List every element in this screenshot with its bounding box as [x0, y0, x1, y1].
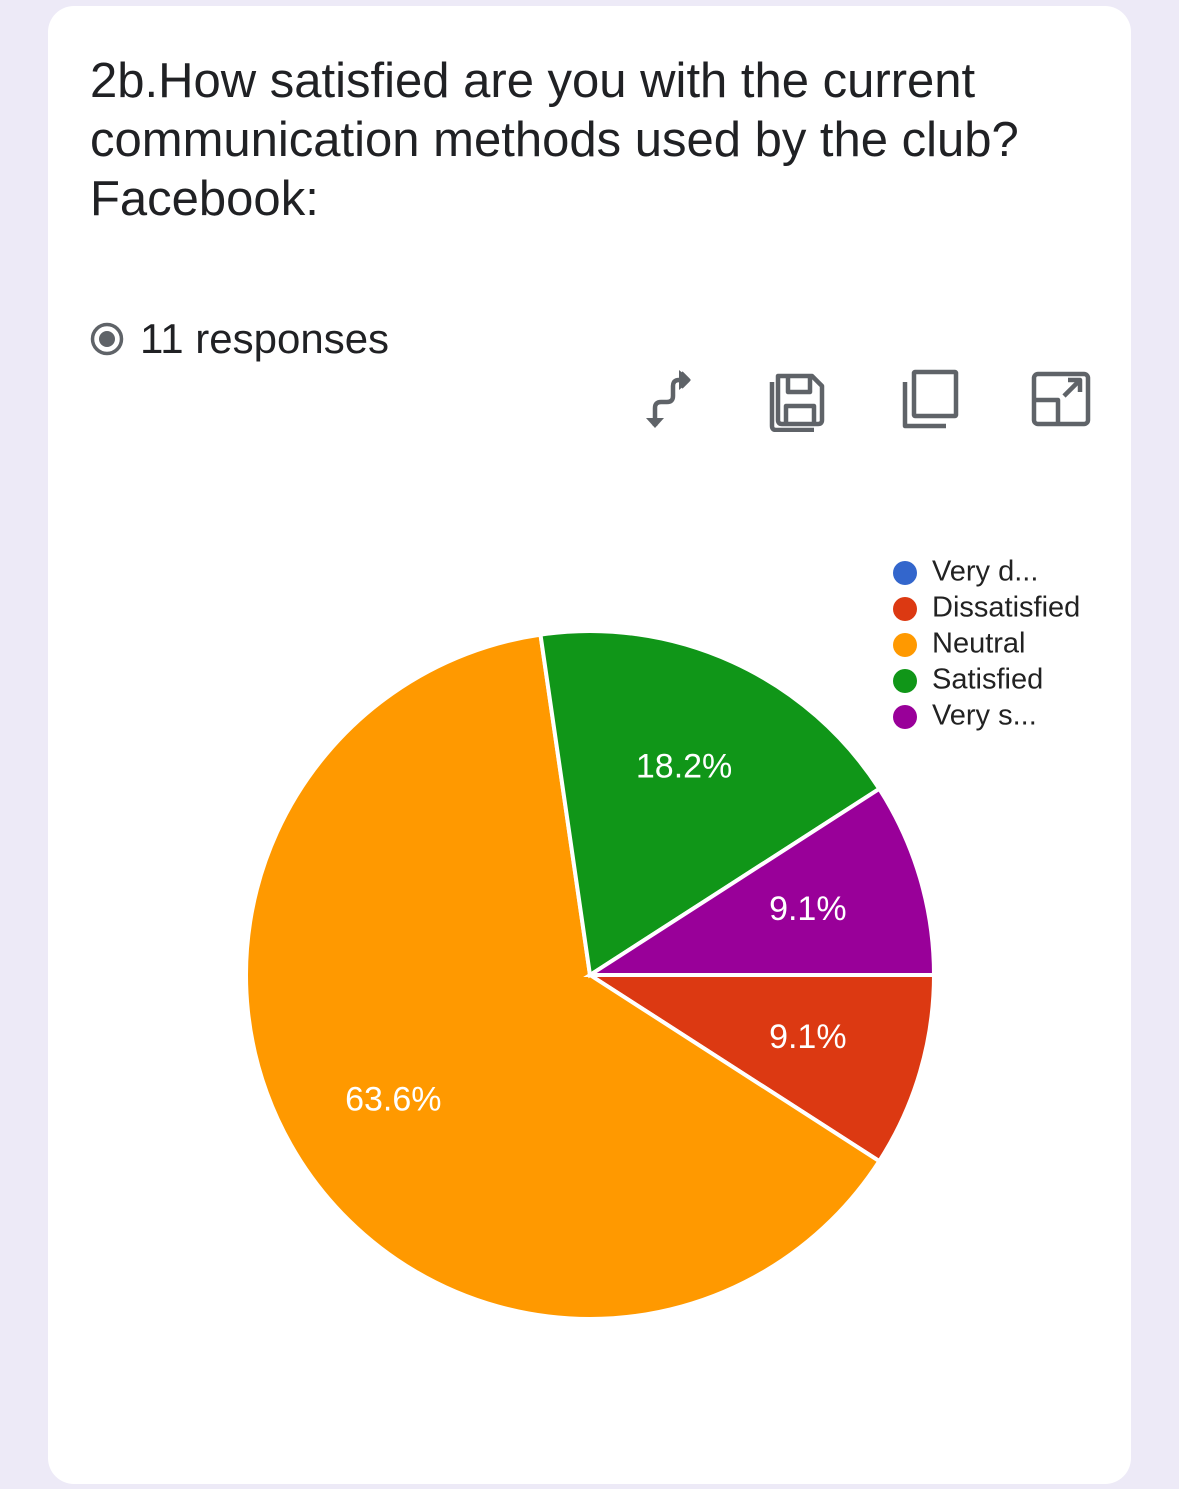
- swap-vert-icon: [646, 370, 691, 428]
- slice-label: 9.1%: [769, 890, 847, 928]
- radio-indicator-icon: [90, 322, 124, 356]
- legend-swatch: [893, 633, 917, 657]
- pie-chart: 9.1% 63.6% 18.2% 9.1% Very d... Dissatisfied N…: [244, 556, 1080, 1321]
- expand-button[interactable]: [1026, 362, 1096, 436]
- slice-label: 63.6%: [345, 1081, 441, 1119]
- pie-slice-dissatisfied[interactable]: [583, 973, 937, 1164]
- pie-slice-very-s[interactable]: [583, 786, 937, 977]
- legend-swatch: [893, 561, 917, 585]
- expand-icon: [1031, 371, 1091, 427]
- legend-swatch: [893, 705, 917, 729]
- legend-label: Neutral: [932, 628, 1026, 660]
- response-count: 11 responses: [90, 311, 389, 367]
- copy-icon: [902, 369, 959, 429]
- pie-slice-neutral[interactable]: [244, 632, 883, 1321]
- legend-label: Very s...: [932, 700, 1037, 732]
- legend-swatch: [893, 669, 917, 693]
- slice-label: 18.2%: [636, 747, 732, 785]
- swap-vert-button[interactable]: [630, 362, 700, 436]
- response-count-label: 11 responses: [140, 315, 390, 362]
- save-button[interactable]: [762, 362, 832, 436]
- legend-item: Very d...: [893, 556, 1038, 588]
- legend-item: Satisfied: [893, 664, 1043, 696]
- save-icon: [769, 373, 825, 432]
- legend-item: Neutral: [893, 628, 1026, 660]
- legend-label: Very d...: [932, 556, 1038, 588]
- copy-button[interactable]: [894, 362, 964, 436]
- chart-area: 9.1% 63.6% 18.2% 9.1% Very d... Dissatisfied N…: [48, 6, 1131, 1484]
- question-card: 2b.How satisfied are you with the curren…: [48, 6, 1131, 1484]
- pie-slice-satisfied[interactable]: [538, 629, 883, 979]
- legend-label: Dissatisfied: [932, 592, 1080, 624]
- slice-label: 9.1%: [769, 1018, 847, 1056]
- legend-swatch: [893, 597, 917, 621]
- legend-label: Satisfied: [932, 664, 1043, 696]
- legend-item: Dissatisfied: [893, 592, 1080, 624]
- question-title: 2b.How satisfied are you with the curren…: [90, 54, 1019, 226]
- legend-item: Very s...: [893, 700, 1037, 732]
